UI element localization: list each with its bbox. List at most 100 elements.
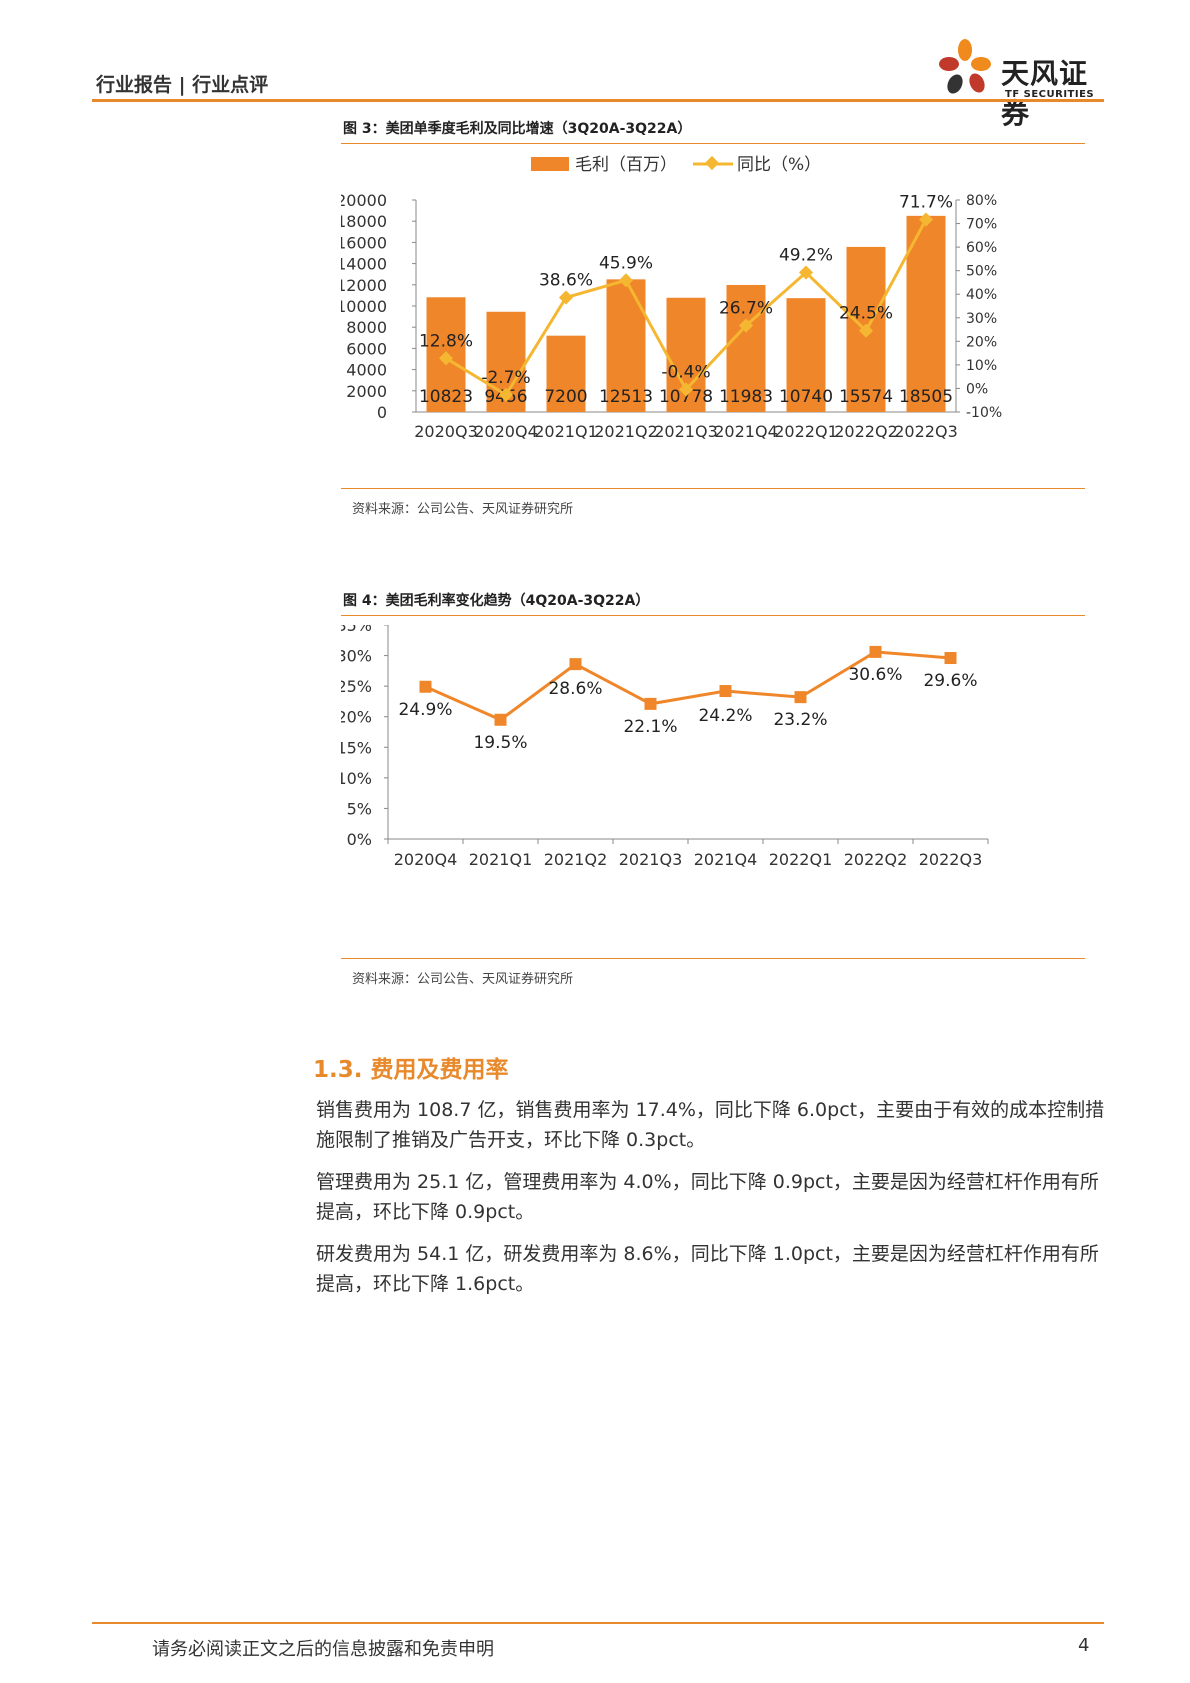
figure4-top-rule [341,615,1085,616]
left-y-tick-label: 4000 [346,361,387,380]
right-y-tick-label: 20% [966,334,997,350]
x-tick-label: 2020Q4 [474,422,538,441]
line-value-label: 45.9% [599,253,653,273]
bar-value-label: 7200 [544,387,587,407]
x-tick-label: 2022Q3 [894,422,958,441]
legend-bar-label: 毛利（百万） [575,155,677,175]
line-point [719,685,732,698]
gross-margin-line [424,650,951,722]
right-y-tick-label: 40% [966,287,997,303]
left-y-tick-label: 8000 [346,318,387,337]
line-point [869,645,882,658]
legend-line-label: 同比（%） [737,155,821,175]
header-divider [92,99,1104,102]
line-value-label: 71.7% [899,193,953,213]
bar-value-label: 10740 [779,387,833,407]
line-point [738,318,754,333]
figure3-title: 图 3：美团单季度毛利及同比增速（3Q20A-3Q22A） [343,121,692,137]
x-tick-label: 2021Q3 [654,422,718,441]
x-tick-label: 2022Q2 [834,422,898,441]
right-y-tick-label: 50% [966,264,997,280]
line-value-label: 38.6% [539,271,593,291]
figure3-source: 资料来源：公司公告、天风证券研究所 [352,502,574,517]
x-tick-label: 2021Q1 [534,422,598,441]
right-y-tick-label: 70% [966,217,997,233]
line-point [494,713,507,726]
line-point [498,387,514,402]
logo-english-name: TF SECURITIES [1005,89,1095,100]
right-y-tick-label: 30% [966,311,997,327]
point-value-label: 22.1% [623,717,677,737]
bar-value-label: 18505 [899,387,953,407]
bar-value-label: 10823 [419,387,473,407]
line-point [944,652,957,665]
bar-value-label: 15574 [839,387,893,407]
line-point [419,680,432,693]
page-number: 4 [1078,1635,1090,1656]
x-tick-label: 2022Q1 [769,850,833,869]
left-y-tick-label: 16000 [341,233,387,252]
left-y-tick-label: 0 [377,403,387,422]
left-y-tick-label: 20000 [341,191,387,210]
line-point [794,691,807,704]
x-tick-label: 2021Q2 [544,850,608,869]
company-logo: 天风证券 TF SECURITIES [935,36,1110,130]
line-value-label: 24.5% [839,304,893,324]
x-tick-label: 2022Q2 [844,850,908,869]
line-point [569,658,582,671]
y-tick-label: 30% [341,647,372,666]
paragraph-sales-expense: 销售费用为 108.7 亿，销售费用率为 17.4%，同比下降 6.0pct，主… [316,1099,1105,1151]
point-value-label: 29.6% [923,671,977,691]
y-tick-label: 10% [341,769,372,788]
y-tick-label: 25% [341,677,372,696]
x-tick-label: 2021Q4 [714,422,778,441]
bar-value-label: 11983 [719,387,773,407]
figure3-top-rule [341,143,1085,144]
right-y-tick-label: 0% [966,381,988,397]
x-tick-label: 2021Q3 [619,850,683,869]
line-value-label: 26.7% [719,299,773,319]
figure3-bottom-rule [341,488,1085,489]
point-value-label: 24.2% [698,706,752,726]
line-point [678,382,694,397]
paragraph-rnd-expense: 研发费用为 54.1 亿，研发费用率为 8.6%，同比下降 1.0pct，主要是… [316,1243,1099,1295]
left-y-tick-label: 12000 [341,276,387,295]
x-tick-label: 2020Q3 [414,422,478,441]
report-type-label: 行业报告 | 行业点评 [96,74,269,96]
x-tick-label: 2021Q2 [594,422,658,441]
line-point [438,351,454,366]
line-point [644,697,657,710]
x-tick-label: 2021Q1 [469,850,533,869]
right-y-tick-label: 80% [966,193,997,209]
right-y-tick-label: -10% [966,405,1002,421]
line-value-label: -0.4% [661,362,710,382]
left-y-tick-label: 2000 [346,382,387,401]
legend-bar-swatch [531,157,569,171]
footer-divider [92,1622,1104,1624]
y-tick-label: 35% [341,625,372,635]
line-value-label: 12.8% [419,331,473,351]
point-value-label: 19.5% [473,733,527,753]
y-tick-label: 0% [347,830,372,849]
bar [906,215,946,412]
legend-line-marker [704,155,720,171]
paragraph-admin-expense: 管理费用为 25.1 亿，管理费用率为 4.0%，同比下降 0.9pct，主要是… [316,1171,1099,1223]
footer-disclaimer: 请务必阅读正文之后的信息披露和免责申明 [152,1639,494,1660]
left-y-tick-label: 14000 [341,255,387,274]
x-tick-label: 2022Q1 [774,422,838,441]
gross-profit-chart: 毛利（百万） 同比（%） 0 2000 4000 6000 8000 10000 12000 14… [341,155,1002,441]
left-y-tick-label: 10000 [341,297,387,316]
line-point [618,273,634,288]
bar-value-label: 10778 [659,387,713,407]
left-y-tick-label: 18000 [341,212,387,231]
section-heading: 1.3. 费用及费用率 [313,1057,509,1083]
bar [546,335,586,412]
y-tick-label: 15% [341,738,372,757]
figure4-bottom-rule [341,958,1085,959]
point-value-label: 28.6% [548,679,602,699]
logo-chinese-name: 天风证券 [1001,57,1089,130]
flower-logo-icon [939,39,991,94]
x-tick-label: 2020Q4 [394,850,458,869]
point-value-label: 24.9% [398,700,452,720]
figure4-source: 资料来源：公司公告、天风证券研究所 [352,972,574,987]
